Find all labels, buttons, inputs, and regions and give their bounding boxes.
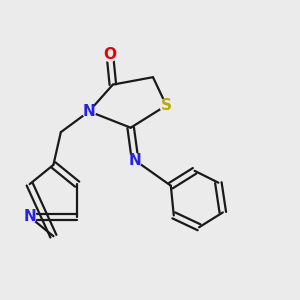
Text: N: N [129,153,142,168]
Circle shape [23,210,36,224]
Text: S: S [161,98,172,113]
Circle shape [103,48,116,62]
Text: O: O [103,47,116,62]
Circle shape [160,99,173,112]
Circle shape [82,105,96,118]
Text: N: N [83,104,95,119]
Circle shape [129,154,142,167]
Text: N: N [23,209,36,224]
